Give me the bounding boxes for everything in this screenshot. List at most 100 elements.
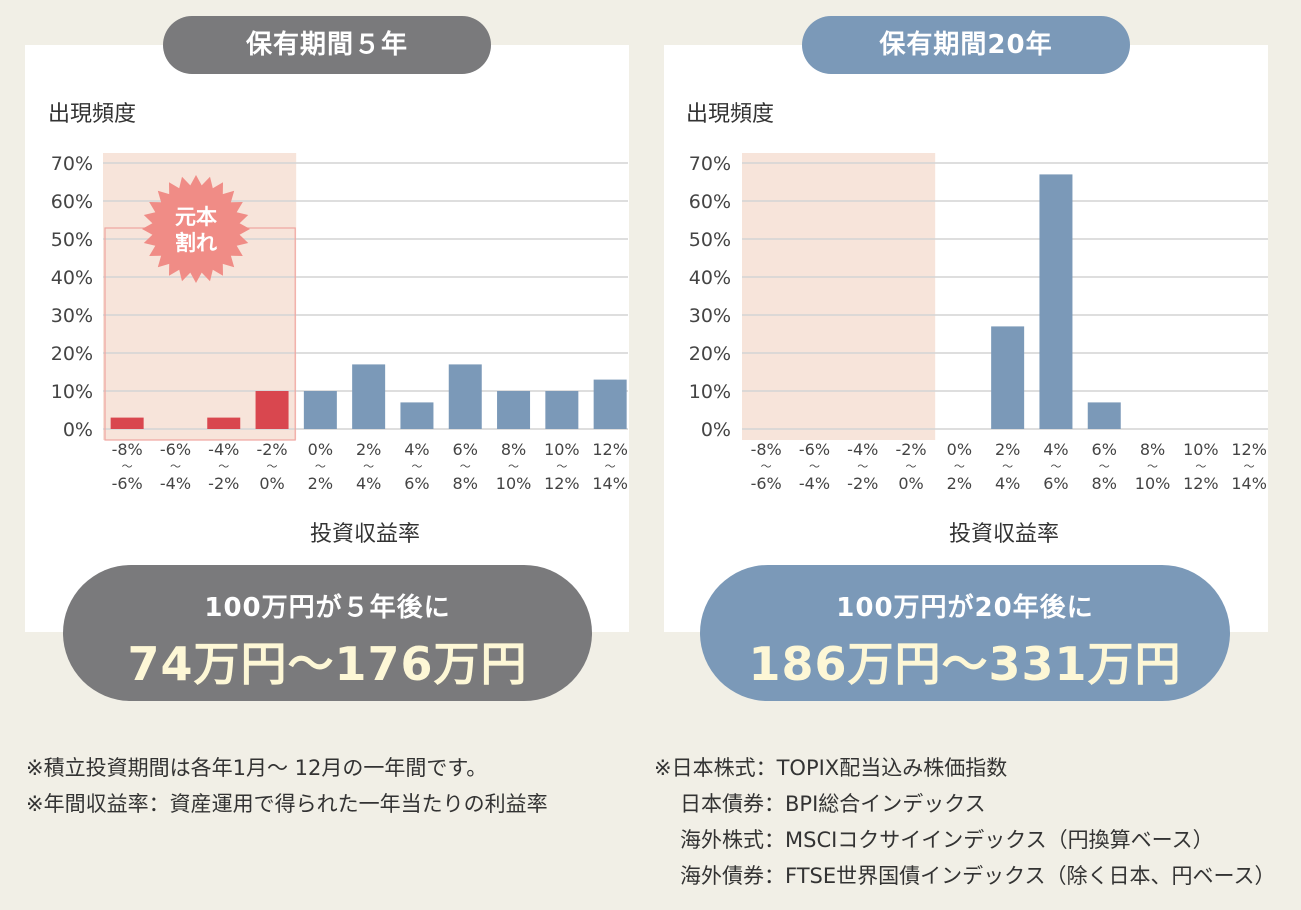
bar xyxy=(303,391,337,429)
y-tick-label: 30% xyxy=(689,305,731,327)
y-tick-label: 40% xyxy=(689,267,731,289)
note-japan-bond: 日本債券：BPI総合インデックス xyxy=(680,792,986,816)
note-return-rate: ※年間収益率：資産運用で得られた一年当たりの利益率 xyxy=(26,792,548,816)
x-tick-label-top: -2% xyxy=(256,440,287,459)
x-tick-separator: 〜 xyxy=(122,460,133,473)
y-tick-label: 70% xyxy=(51,153,93,175)
y-axis-label: 出現頻度 xyxy=(48,102,136,127)
x-axis-label: 投資収益率 xyxy=(949,522,1059,547)
x-tick-label-bottom: 8% xyxy=(1092,474,1117,493)
x-tick-label-bottom: 0% xyxy=(898,474,923,493)
bar xyxy=(400,402,434,429)
note-period: ※積立投資期間は各年1月〜 12月の一年間です。 xyxy=(26,756,488,780)
bar xyxy=(448,364,482,429)
bar xyxy=(545,391,579,429)
y-tick-label: 30% xyxy=(51,305,93,327)
x-tick-label-bottom: 2% xyxy=(947,474,972,493)
result-20y-line1: 100万円が20年後に xyxy=(836,593,1094,623)
x-tick-label-top: 2% xyxy=(995,440,1020,459)
x-tick-separator: 〜 xyxy=(218,460,229,473)
x-tick-label-bottom: 8% xyxy=(453,474,478,493)
x-tick-label-bottom: 14% xyxy=(592,474,628,493)
x-tick-separator: 〜 xyxy=(267,460,278,473)
y-tick-label: 40% xyxy=(51,267,93,289)
x-tick-label-top: -2% xyxy=(895,440,926,459)
bar xyxy=(1087,402,1121,429)
bar xyxy=(497,391,531,429)
bar xyxy=(593,379,627,429)
x-tick-label-bottom: 10% xyxy=(496,474,532,493)
y-axis-label: 出現頻度 xyxy=(686,102,774,127)
bar xyxy=(110,417,144,429)
x-tick-label-bottom: -2% xyxy=(847,474,878,493)
x-tick-label-bottom: 4% xyxy=(356,474,381,493)
x-tick-separator: 〜 xyxy=(1195,460,1206,473)
note-foreign-bond: 海外債券：FTSE世界国債インデックス（除く日本、円ベース） xyxy=(680,864,1276,888)
bar xyxy=(352,364,386,429)
x-tick-label-top: 6% xyxy=(453,440,478,459)
result-20y: 100万円が20年後に 186万円〜331万円 xyxy=(700,565,1230,701)
y-tick-label: 0% xyxy=(63,419,93,441)
x-tick-separator: 〜 xyxy=(411,460,422,473)
y-tick-label: 20% xyxy=(689,343,731,365)
x-tick-label-bottom: -6% xyxy=(751,474,782,493)
x-tick-label-bottom: -2% xyxy=(208,474,239,493)
x-tick-label-top: 10% xyxy=(1183,440,1219,459)
y-tick-label: 70% xyxy=(689,153,731,175)
x-axis-label: 投資収益率 xyxy=(310,522,420,547)
bar xyxy=(1039,174,1073,429)
result-20y-range: 186万円〜331万円 xyxy=(748,637,1182,691)
x-tick-label-bottom: 6% xyxy=(404,474,429,493)
x-tick-label-bottom: -4% xyxy=(799,474,830,493)
x-tick-separator: 〜 xyxy=(857,460,868,473)
x-tick-label-bottom: 14% xyxy=(1231,474,1267,493)
note-foreign-stock: 海外株式：MSCIコクサイインデックス（円換算ベース） xyxy=(680,828,1214,852)
x-tick-separator: 〜 xyxy=(170,460,181,473)
x-tick-separator: 〜 xyxy=(1244,460,1255,473)
x-tick-separator: 〜 xyxy=(315,460,326,473)
x-tick-label-bottom: 0% xyxy=(259,474,284,493)
loss-starburst xyxy=(142,175,250,283)
x-tick-label-top: 10% xyxy=(544,440,580,459)
x-tick-separator: 〜 xyxy=(1002,460,1013,473)
x-tick-label-top: -8% xyxy=(751,440,782,459)
x-tick-label-bottom: -4% xyxy=(160,474,191,493)
x-tick-separator: 〜 xyxy=(460,460,471,473)
x-tick-separator: 〜 xyxy=(363,460,374,473)
x-tick-label-top: 4% xyxy=(1043,440,1068,459)
note-japan-stock: ※日本株式：TOPIX配当込み株価指数 xyxy=(654,756,1008,780)
bar xyxy=(207,417,241,429)
x-tick-separator: 〜 xyxy=(508,460,519,473)
x-tick-label-top: -6% xyxy=(160,440,191,459)
x-tick-label-top: -4% xyxy=(847,440,878,459)
loss-zone xyxy=(742,153,936,440)
x-tick-label-top: 6% xyxy=(1092,440,1117,459)
y-tick-label: 50% xyxy=(689,229,731,251)
result-5y-line1: 100万円が５年後に xyxy=(204,593,451,623)
x-tick-separator: 〜 xyxy=(809,460,820,473)
starburst-label-line2: 割れ xyxy=(175,231,217,255)
x-tick-label-bottom: 12% xyxy=(1183,474,1219,493)
x-tick-label-bottom: 2% xyxy=(308,474,333,493)
x-tick-label-top: 8% xyxy=(1140,440,1165,459)
x-tick-label-top: 2% xyxy=(356,440,381,459)
y-tick-label: 50% xyxy=(51,229,93,251)
y-tick-label: 0% xyxy=(701,419,731,441)
histogram-5y: 出現頻度0%10%20%30%40%50%60%70%-8%〜-6%-6%〜-4… xyxy=(48,102,628,547)
y-tick-label: 10% xyxy=(689,381,731,403)
x-tick-separator: 〜 xyxy=(761,460,772,473)
x-tick-label-top: -4% xyxy=(208,440,239,459)
x-tick-label-bottom: 6% xyxy=(1043,474,1068,493)
x-tick-label-bottom: 12% xyxy=(544,474,580,493)
x-tick-separator: 〜 xyxy=(1099,460,1110,473)
y-tick-label: 60% xyxy=(51,191,93,213)
x-tick-separator: 〜 xyxy=(605,460,616,473)
bar xyxy=(991,326,1025,429)
x-tick-label-top: -8% xyxy=(112,440,143,459)
title-20y: 保有期間20年 xyxy=(802,16,1130,74)
x-tick-label-bottom: -6% xyxy=(112,474,143,493)
y-tick-label: 60% xyxy=(689,191,731,213)
x-tick-separator: 〜 xyxy=(906,460,917,473)
x-tick-separator: 〜 xyxy=(556,460,567,473)
x-tick-label-top: 0% xyxy=(308,440,333,459)
